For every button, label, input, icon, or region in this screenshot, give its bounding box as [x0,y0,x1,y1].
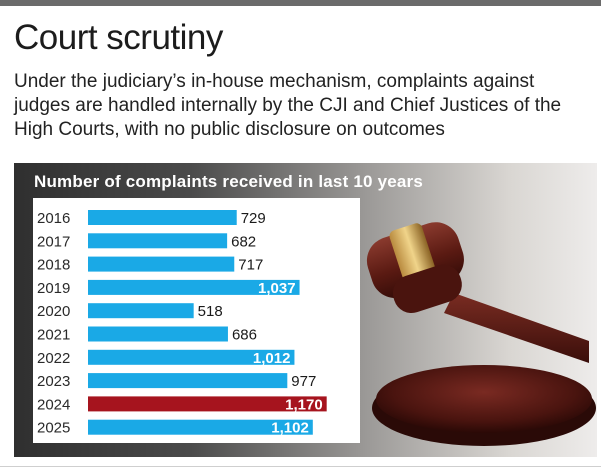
sound-block-top [376,365,592,433]
chart-panel: Number of complaints received in last 10… [14,163,597,457]
bar-2023 [88,373,288,389]
value-label-2024: 1,170 [285,396,323,413]
bar-2020 [88,303,194,319]
year-label-2024: 2024 [37,396,70,413]
page-title: Court scrutiny [14,18,223,57]
bar-chart: 2016 729 2017 682 2018 717 2019 1,037 2020 518 202… [37,210,327,437]
gavel-handle [444,293,589,363]
year-label-2019: 2019 [37,280,70,297]
bar-2018 [88,256,235,272]
bar-2019 [88,279,300,295]
page-subtitle: Under the judiciary’s in-house mechanism… [14,71,562,140]
top-rule [0,0,601,6]
value-label-2018: 717 [238,257,263,274]
value-label-2016: 729 [241,210,266,227]
year-label-2025: 2025 [37,420,70,437]
chart-area: 2016 729 2017 682 2018 717 2019 1,037 2020 518 202… [33,198,360,443]
bar-2024 [88,396,327,412]
gavel-head [366,222,464,314]
value-label-2017: 682 [231,233,256,250]
bar-2016 [88,210,237,225]
value-label-2022: 1,012 [253,350,291,367]
year-label-2017: 2017 [37,233,70,250]
value-label-2020: 518 [198,303,223,320]
value-label-2025: 1,102 [271,420,309,437]
gavel-illustration [366,222,596,446]
value-label-2021: 686 [232,327,257,344]
year-label-2020: 2020 [37,303,70,320]
bar-2022 [88,349,295,365]
year-label-2021: 2021 [37,327,70,344]
year-label-2016: 2016 [37,210,70,227]
value-label-2023: 977 [291,373,316,390]
value-label-2019: 1,037 [258,280,296,297]
bar-2017 [88,233,228,249]
bar-2021 [88,326,228,342]
year-label-2018: 2018 [37,257,70,274]
bar-2025 [88,419,313,435]
chart-title: Number of complaints received in last 10… [34,172,424,191]
year-label-2022: 2022 [37,350,70,367]
year-label-2023: 2023 [37,373,70,390]
bottom-rule [0,466,601,467]
